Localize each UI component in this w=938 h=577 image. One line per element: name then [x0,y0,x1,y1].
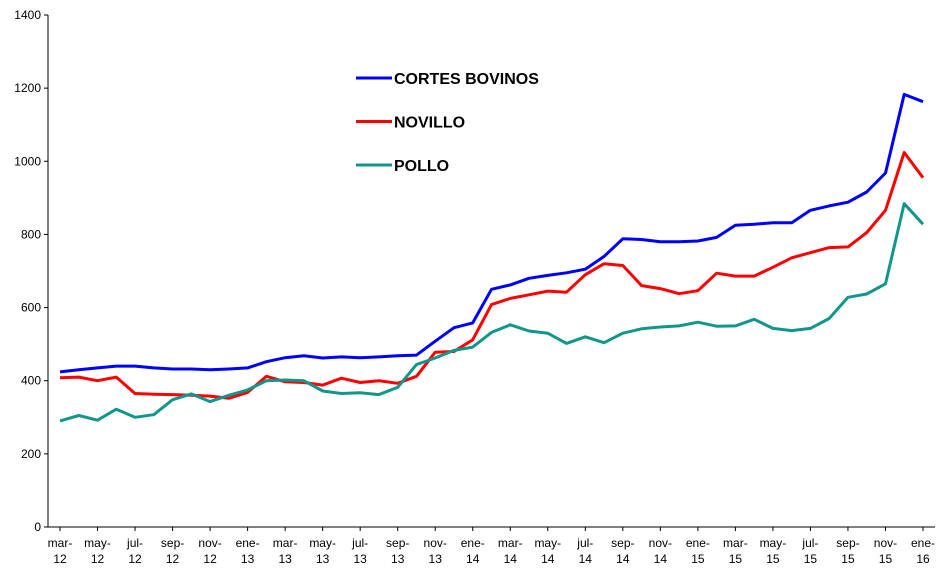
x-tick-label: nov-14 [649,536,672,566]
x-tick-label: mar-12 [48,536,73,566]
legend-label: POLLO [394,158,449,175]
x-tick-label: may-15 [760,536,787,566]
y-tick-label: 800 [21,227,41,241]
x-tick-label: jul-12 [126,536,143,566]
x-tick-label: may-12 [84,536,111,566]
series-line [59,92,924,374]
x-tick-label: may-14 [534,536,561,566]
x-tick-label: sep-12 [161,536,184,566]
x-tick-label: nov-13 [424,536,447,566]
x-tick-label: mar-13 [273,536,298,566]
y-tick-label: 1200 [14,81,41,95]
x-tick-label: nov-15 [874,536,897,566]
x-tick-label: sep-15 [836,536,859,566]
x-tick-label: mar-14 [498,536,523,566]
x-tick-label: jul-14 [576,536,593,566]
x-tick-label: may-13 [309,536,336,566]
x-tick-label: mar-15 [723,536,748,566]
y-tick-label: 400 [21,374,41,388]
x-tick-label: jul-15 [801,536,818,566]
x-tick-label: ene-14 [461,536,485,566]
x-tick-label: nov-12 [198,536,221,566]
y-tick-label: 200 [21,447,41,461]
y-tick-label: 1000 [14,154,41,168]
y-tick-label: 1400 [14,8,41,22]
x-tick-label: sep-14 [611,536,634,566]
x-tick-label: ene-16 [911,536,935,566]
y-tick-label: 0 [34,520,41,534]
y-tick-label: 600 [21,301,41,315]
x-tick-label: jul-13 [351,536,368,566]
x-tick-label: sep-13 [386,536,409,566]
x-tick-label: ene-15 [686,536,710,566]
legend-label: NOVILLO [394,115,465,132]
x-tick-label: ene-13 [236,536,260,566]
series-line [59,202,925,423]
legend-label: CORTES BOVINOS [394,71,539,88]
series-line [59,151,925,400]
